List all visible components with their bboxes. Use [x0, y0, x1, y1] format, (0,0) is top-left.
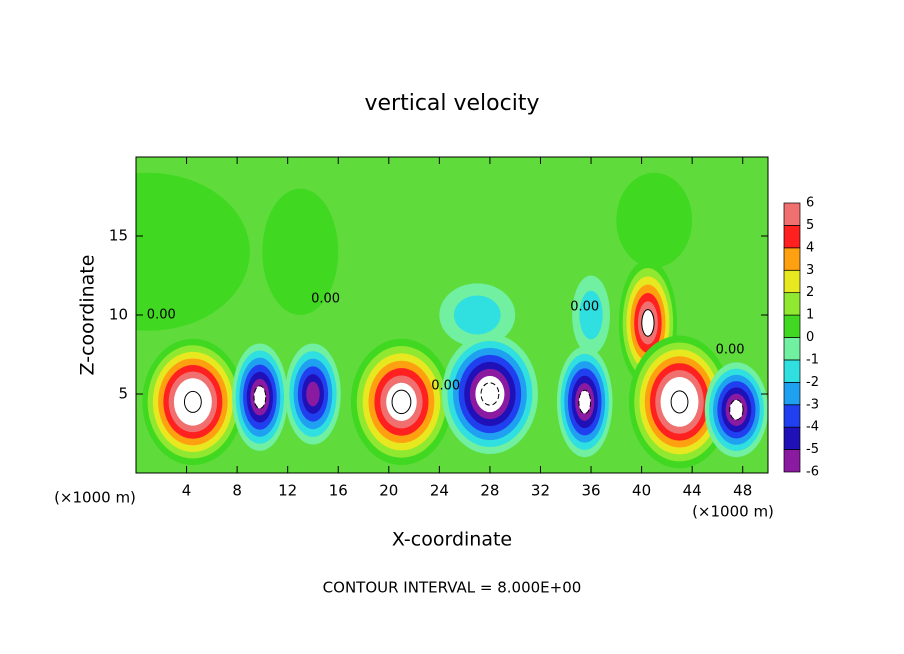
x-tick-label: 24: [430, 482, 449, 500]
contour-label: 0.00: [147, 308, 176, 323]
colorbar-box: [783, 269, 801, 294]
contour-region: [616, 172, 693, 268]
x-tick-label: 8: [232, 482, 242, 500]
x-tick-label: 28: [480, 482, 499, 500]
contour-region: [262, 188, 339, 315]
contour-line: [480, 382, 500, 406]
colorbar-box: [783, 247, 801, 271]
chart-title: vertical velocity: [364, 91, 539, 116]
contour-line: [670, 390, 689, 414]
x-tick-label: 44: [683, 482, 702, 500]
y-tick-label: 5: [118, 385, 128, 403]
contour-region: [579, 290, 603, 340]
contour-line: [391, 389, 412, 415]
contour-region: [578, 390, 591, 414]
colorbar-box: [783, 449, 801, 473]
contour-label: 0.00: [716, 342, 745, 357]
colorbar-box: [783, 381, 801, 406]
contour-field: 0.00 0.00 0.00 0.00 0.00: [136, 157, 768, 473]
colorbar-label: 1: [806, 308, 814, 323]
x-unit: (×1000 m): [692, 503, 774, 521]
colorbar-label: -5: [806, 442, 819, 457]
x-tick-label: 40: [632, 482, 651, 500]
colorbar-box: [783, 337, 801, 361]
contour-label: 0.00: [431, 379, 460, 394]
colorbar-label: 4: [806, 240, 814, 255]
colorbar-box: [783, 404, 801, 428]
colorbar-box: [783, 426, 801, 450]
x-tick-label: 4: [182, 482, 192, 500]
contour-region: [392, 390, 411, 414]
colorbar-box: [783, 314, 801, 338]
contour-region: [671, 390, 688, 413]
x-tick-label: 16: [329, 482, 348, 500]
contour-region: [729, 399, 744, 420]
contour-region: [254, 385, 266, 409]
y-tick-label: 10: [109, 306, 128, 324]
x-tick-label: 36: [581, 482, 600, 500]
colorbar-label: -4: [806, 420, 819, 435]
colorbar-label: -6: [806, 465, 819, 480]
colorbar-label: -1: [806, 352, 819, 367]
colorbar-label: 5: [806, 218, 814, 233]
colorbar-label: 3: [806, 263, 814, 278]
colorbar-label: 0: [806, 330, 814, 345]
contour-line: [578, 389, 592, 415]
colorbar-label: 2: [806, 285, 814, 300]
footer: CONTOUR INTERVAL = 8.000E+00: [323, 579, 582, 597]
colorbar-box: [783, 292, 801, 316]
contour-region: [453, 295, 501, 335]
colorbar-label: -3: [806, 397, 819, 412]
colorbar-label: -2: [806, 375, 819, 390]
contour-label: 0.00: [570, 300, 599, 315]
contour-region: [136, 172, 250, 331]
y-tick-label: 15: [109, 227, 128, 245]
contour-region: [184, 391, 202, 413]
x-tick-label: 12: [278, 482, 297, 500]
contour-label: 0.00: [311, 292, 340, 307]
colorbar-box: [783, 202, 801, 226]
x-tick-label: 20: [379, 482, 398, 500]
colorbar-box: [783, 359, 801, 383]
x-tick-label: 32: [531, 482, 550, 500]
y-unit: (×1000 m): [54, 489, 136, 507]
y-axis-label: Z-coordinate: [77, 255, 99, 376]
contour-line: [641, 309, 655, 337]
contour-region: [306, 381, 320, 407]
x-tick-label: 48: [733, 482, 752, 500]
x-axis-label: X-coordinate: [392, 529, 512, 551]
contour-line: [183, 390, 202, 413]
contour-line: [253, 385, 267, 409]
colorbar-label: 6: [806, 196, 814, 211]
contour-region: [480, 382, 499, 406]
contour-region: [641, 309, 655, 337]
colorbar-box: [783, 225, 801, 249]
contour-line: [729, 399, 744, 421]
